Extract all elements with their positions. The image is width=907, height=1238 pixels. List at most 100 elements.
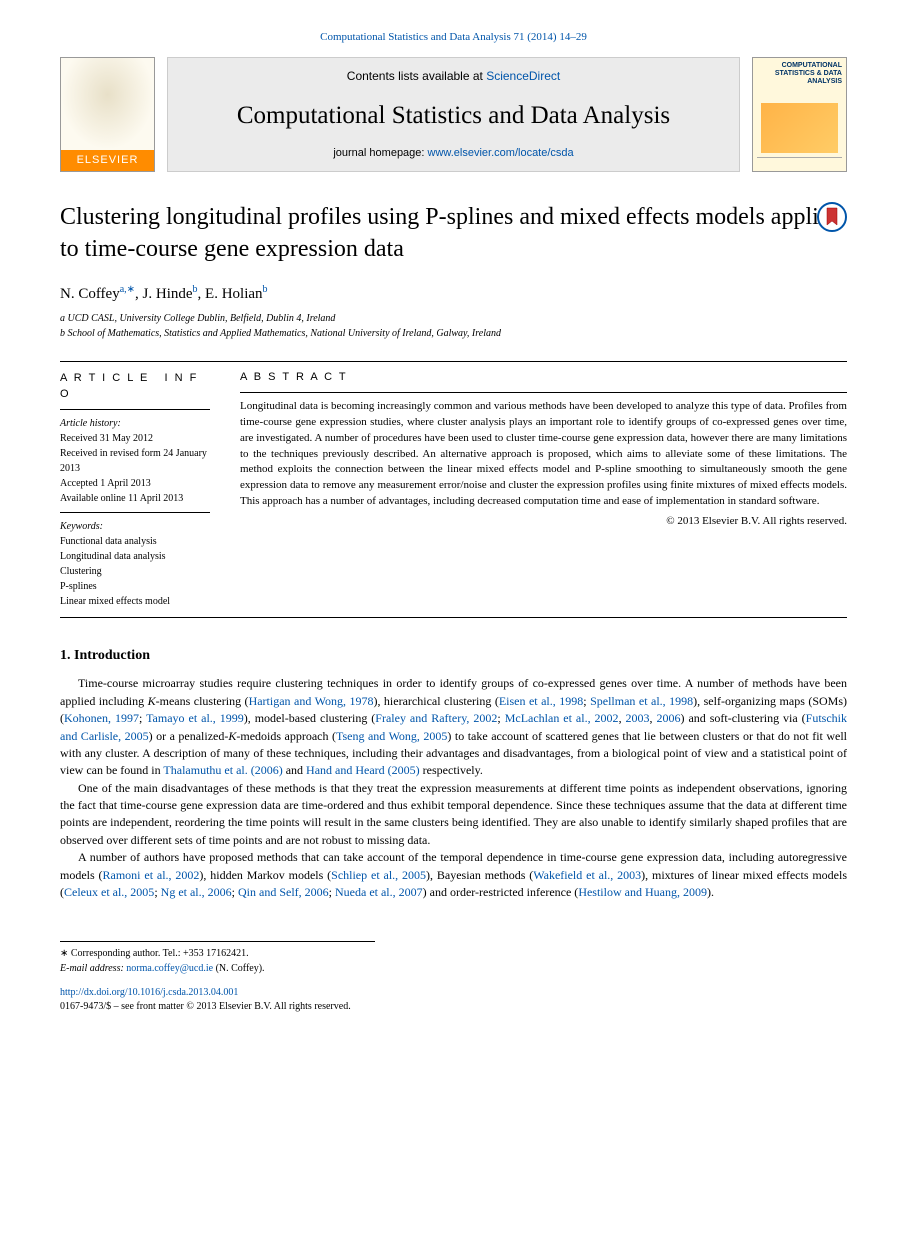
ref-celeux-2005[interactable]: Celeux et al., 2005 <box>64 885 154 899</box>
history-header: Article history: <box>60 416 210 431</box>
p1k: ) and soft-clustering via ( <box>681 711 806 725</box>
paragraph-2: One of the main disadvantages of these m… <box>60 780 847 850</box>
p1g: ), model-based clustering ( <box>244 711 376 725</box>
crossmark-badge[interactable] <box>817 202 847 232</box>
author-1[interactable]: N. Coffey <box>60 286 120 302</box>
keyword-4: P-splines <box>60 579 210 594</box>
meta-row: A R T I C L E I N F O Article history: R… <box>60 370 847 609</box>
ref-hand-heard-2005[interactable]: Hand and Heard (2005) <box>306 763 420 777</box>
ref-schliep-2005[interactable]: Schliep et al., 2005 <box>331 868 426 882</box>
doi-link[interactable]: http://dx.doi.org/10.1016/j.csda.2013.04… <box>60 986 847 1000</box>
ref-tseng-wong-2005[interactable]: Tseng and Wong, 2005 <box>336 729 447 743</box>
title-text: Clustering longitudinal profiles using P… <box>60 204 841 261</box>
sciencedirect-link[interactable]: ScienceDirect <box>486 69 560 83</box>
ref-fraley-raftery-2002[interactable]: Fraley and Raftery, 2002 <box>375 711 497 725</box>
abstract-rule <box>240 392 847 393</box>
history-online: Available online 11 April 2013 <box>60 491 210 506</box>
cover-footer <box>757 157 842 169</box>
ref-eisen-1998[interactable]: Eisen et al., 1998 <box>499 694 583 708</box>
homepage-link[interactable]: www.elsevier.com/locate/csda <box>428 147 574 159</box>
kw-rule <box>60 512 210 513</box>
affiliation-b: b School of Mathematics, Statistics and … <box>60 326 847 341</box>
homepage-line: journal homepage: www.elsevier.com/locat… <box>168 146 739 161</box>
ref-hestilow-huang-2009[interactable]: Hestilow and Huang, 2009 <box>578 885 707 899</box>
footnote-block: ∗ Corresponding author. Tel.: +353 17162… <box>60 941 375 976</box>
author-1-affil-link[interactable]: a,∗ <box>120 284 135 295</box>
keyword-2: Longitudinal data analysis <box>60 549 210 564</box>
section-1-body: Time-course microarray studies require c… <box>60 675 847 901</box>
header-banner: ELSEVIER Contents lists available at Sci… <box>0 57 907 172</box>
ref-wakefield-2003[interactable]: Wakefield et al., 2003 <box>533 868 641 882</box>
author-3-affil-link[interactable]: b <box>263 284 268 295</box>
cover-title-text: COMPUTATIONAL STATISTICS & DATA ANALYSIS <box>757 62 842 85</box>
paragraph-1: Time-course microarray studies require c… <box>60 675 847 779</box>
elsevier-tree-graphic <box>61 58 154 150</box>
contents-line: Contents lists available at ScienceDirec… <box>168 68 739 85</box>
ref-kohonen-1997[interactable]: Kohonen, 1997 <box>64 711 139 725</box>
ref-mclachlan-2006[interactable]: 2006 <box>657 711 681 725</box>
ref-mclachlan-2002[interactable]: McLachlan et al., 2002 <box>505 711 619 725</box>
p1f: ; <box>139 711 146 725</box>
p1c: ), hierarchical clustering ( <box>373 694 498 708</box>
ref-hartigan-wong-1978[interactable]: Hartigan and Wong, 1978 <box>249 694 374 708</box>
affiliations: a UCD CASL, University College Dublin, B… <box>60 311 847 341</box>
p1h: ; <box>497 711 504 725</box>
p1m: -medoids approach ( <box>236 729 336 743</box>
history-accepted: Accepted 1 April 2013 <box>60 476 210 491</box>
p1j: , <box>650 711 657 725</box>
history-received: Received 31 May 2012 <box>60 431 210 446</box>
p3h: ) and order-restricted inference ( <box>423 885 579 899</box>
email-line: E-mail address: norma.coffey@ucd.ie (N. … <box>60 961 375 976</box>
email-suffix: (N. Coffey). <box>213 963 264 974</box>
ref-ramoni-2002[interactable]: Ramoni et al., 2002 <box>103 868 200 882</box>
copyright-footer: 0167-9473/$ – see front matter © 2013 El… <box>60 1000 847 1014</box>
article-info-header: A R T I C L E I N F O <box>60 370 210 403</box>
ref-nueda-2007[interactable]: Nueda et al., 2007 <box>335 885 423 899</box>
keyword-3: Clustering <box>60 564 210 579</box>
ref-thalamuthu-2006[interactable]: Thalamuthu et al. (2006) <box>163 763 282 777</box>
affiliation-a: a UCD CASL, University College Dublin, B… <box>60 311 847 326</box>
p1-text-b: -means clustering ( <box>156 694 249 708</box>
info-rule <box>60 409 210 410</box>
elsevier-logo[interactable]: ELSEVIER <box>60 57 155 172</box>
author-email-link[interactable]: norma.coffey@ucd.ie <box>126 963 213 974</box>
contents-prefix: Contents lists available at <box>347 69 486 83</box>
article-title: Clustering longitudinal profiles using P… <box>60 202 847 264</box>
article-history: A R T I C L E I N F O Article history: R… <box>60 370 210 609</box>
citation-bar: Computational Statistics and Data Analys… <box>0 0 907 57</box>
elsevier-brand-text: ELSEVIER <box>61 150 154 171</box>
p1l: ) or a penalized- <box>149 729 229 743</box>
journal-cover-thumbnail[interactable]: COMPUTATIONAL STATISTICS & DATA ANALYSIS <box>752 57 847 172</box>
ref-qin-self-2006[interactable]: Qin and Self, 2006 <box>238 885 329 899</box>
paragraph-3: A number of authors have proposed method… <box>60 849 847 901</box>
email-label: E-mail address: <box>60 963 126 974</box>
section-1-header: 1. Introduction <box>60 646 847 666</box>
rule-top <box>60 361 847 362</box>
p1p: respectively. <box>420 763 483 777</box>
bookmark-icon <box>824 207 840 227</box>
p3c: ), Bayesian methods ( <box>426 868 533 882</box>
abstract-header: A B S T R A C T <box>240 370 847 386</box>
history-revised: Received in revised form 24 January 2013 <box>60 446 210 476</box>
journal-name: Computational Statistics and Data Analys… <box>168 90 739 141</box>
ref-ng-2006[interactable]: Ng et al., 2006 <box>161 885 232 899</box>
keyword-1: Functional data analysis <box>60 534 210 549</box>
author-3[interactable]: , E. Holian <box>198 286 263 302</box>
article-body: Clustering longitudinal profiles using P… <box>0 202 907 1054</box>
ref-spellman-1998[interactable]: Spellman et al., 1998 <box>590 694 693 708</box>
cover-graphic <box>761 103 838 153</box>
ref-mclachlan-2003[interactable]: 2003 <box>626 711 650 725</box>
p3i: ). <box>707 885 714 899</box>
corresponding-author: ∗ Corresponding author. Tel.: +353 17162… <box>60 946 375 961</box>
abstract-column: A B S T R A C T Longitudinal data is bec… <box>240 370 847 609</box>
journal-info-box: Contents lists available at ScienceDirec… <box>167 57 740 172</box>
keyword-5: Linear mixed effects model <box>60 594 210 609</box>
rule-bottom <box>60 617 847 618</box>
p1i: , <box>619 711 626 725</box>
keywords-header: Keywords: <box>60 519 210 534</box>
ref-tamayo-1999[interactable]: Tamayo et al., 1999 <box>146 711 244 725</box>
author-list: N. Coffeya,∗, J. Hindeb, E. Holianb <box>60 283 847 305</box>
author-2[interactable]: , J. Hinde <box>135 286 193 302</box>
p1o: and <box>283 763 306 777</box>
citation-text[interactable]: Computational Statistics and Data Analys… <box>320 31 587 43</box>
